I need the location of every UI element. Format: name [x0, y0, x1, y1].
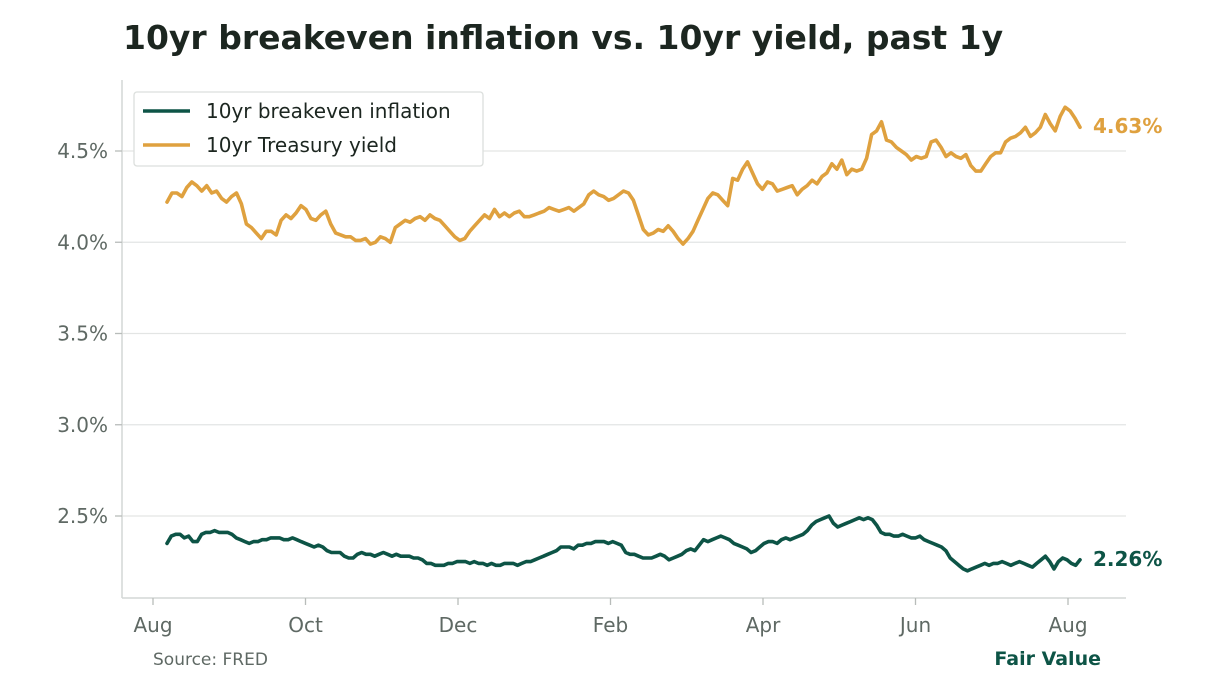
x-axis-ticks: Aug Oct Dec Feb Apr Jun Aug	[133, 598, 1088, 637]
source-note: Source: FRED	[153, 650, 268, 670]
y-tick-label: 2.5%	[57, 504, 108, 528]
x-tick-label: Dec	[439, 613, 478, 637]
x-tick-label: Apr	[746, 613, 781, 637]
end-value-label: 4.63%	[1093, 114, 1162, 138]
legend-entry: 10yr Treasury yield	[206, 133, 397, 157]
x-tick-label: Aug	[133, 613, 172, 637]
series-line-treasury	[165, 105, 1082, 246]
y-tick-label: 4.0%	[57, 230, 108, 254]
x-tick-label: Aug	[1048, 613, 1087, 637]
brand-logo-text: Fair Value	[994, 648, 1101, 670]
x-tick-label: Jun	[898, 613, 931, 637]
legend: 10yr breakeven inflation 10yr Treasury yi…	[133, 91, 484, 167]
y-tick-label: 3.0%	[57, 413, 108, 437]
legend-entry: 10yr breakeven inflation	[206, 99, 451, 123]
x-tick-label: Feb	[593, 613, 628, 637]
end-value-label: 2.26%	[1093, 547, 1162, 571]
gridlines	[122, 150, 1126, 517]
y-axis-ticks: 2.5% 3.0% 3.5% 4.0% 4.5%	[57, 139, 122, 528]
end-labels: 2.26% 4.63%	[1093, 114, 1162, 571]
y-tick-label: 4.5%	[57, 139, 108, 163]
series-lines	[165, 105, 1082, 573]
y-tick-label: 3.5%	[57, 322, 108, 346]
series-line-breakeven	[165, 514, 1082, 573]
legend-box	[133, 91, 484, 167]
chart-title: 10yr breakeven inflation vs. 10yr yield,…	[123, 18, 1004, 57]
axes	[121, 80, 1126, 599]
x-tick-label: Oct	[288, 613, 323, 637]
